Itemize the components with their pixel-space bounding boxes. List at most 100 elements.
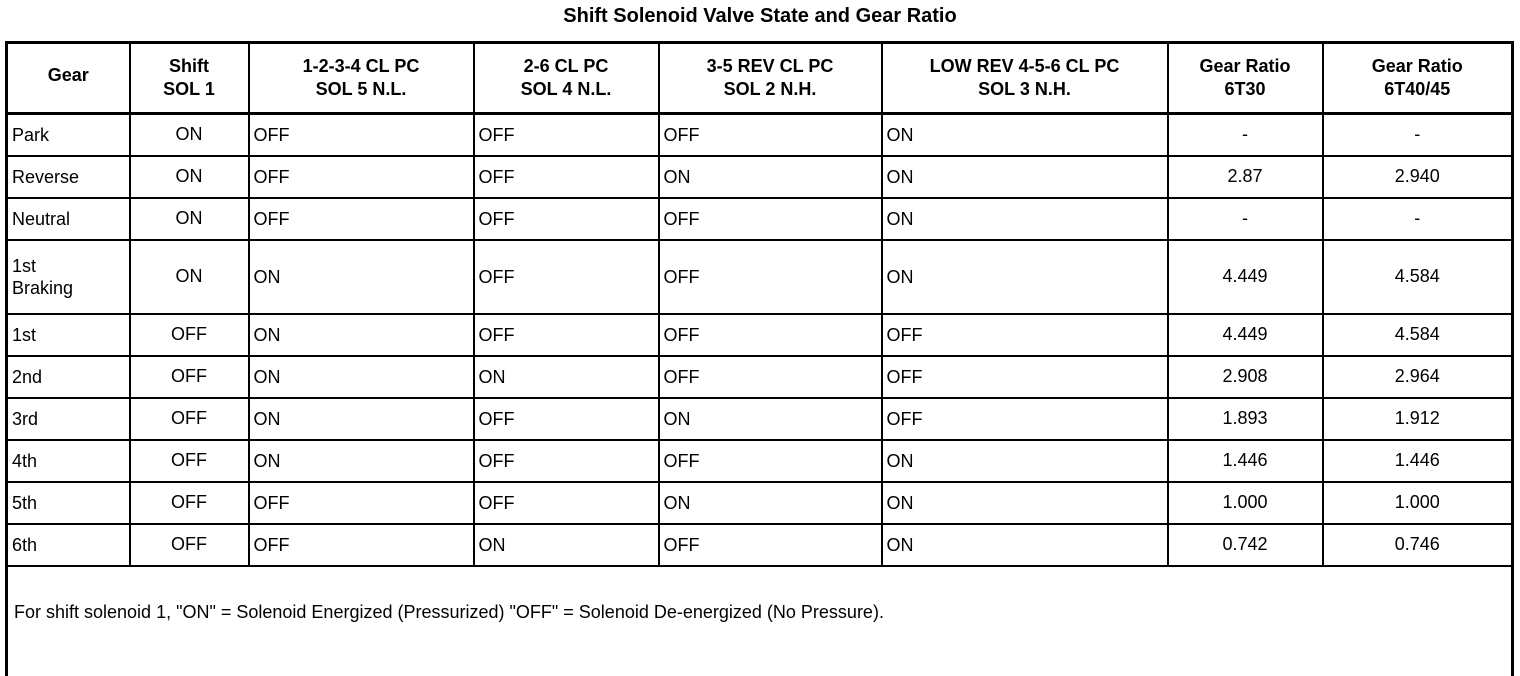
ratio-cell: - [1321,112,1514,157]
sol-state-cell: OFF [472,154,660,199]
solenoid-state-table: Gear Shift SOL 1 1-2-3-4 CL PC SOL 5 N.L… [5,41,1514,676]
ratio-cell: 1.912 [1321,396,1514,441]
sol-state-cell: OFF [657,354,883,399]
table-row-2nd: 2nd OFF ON ON OFF OFF 2.908 2.964 [5,354,1514,399]
sol-state-cell: ON [128,196,250,241]
sol-state-cell: ON [657,480,883,525]
ratio-cell: 1.446 [1321,438,1514,483]
sol-state-cell: ON [880,522,1169,567]
sol-state-cell: ON [128,112,250,157]
gear-cell: Reverse [5,154,131,199]
ratio-cell: - [1166,112,1324,157]
table-row-4th: 4th OFF ON OFF OFF ON 1.446 1.446 [5,438,1514,483]
table-row-reverse: Reverse ON OFF OFF ON ON 2.87 2.940 [5,154,1514,199]
gear-cell: 5th [5,480,131,525]
sol-state-cell: OFF [472,312,660,357]
table-row-6th: 6th OFF OFF ON OFF ON 0.742 0.746 [5,522,1514,567]
table-row-3rd: 3rd OFF ON OFF ON OFF 1.893 1.912 [5,396,1514,441]
table-notes-row: For shift solenoid 1, "ON" = Solenoid En… [5,564,1514,676]
sol-state-cell: ON [247,238,475,315]
table-row-neutral: Neutral ON OFF OFF OFF ON - - [5,196,1514,241]
sol-state-cell: OFF [472,196,660,241]
sol-state-cell: ON [472,522,660,567]
col-header-1234-cl-pc-sol5: 1-2-3-4 CL PC SOL 5 N.L. [247,41,475,115]
ratio-cell: 2.908 [1166,354,1324,399]
sol-state-cell: ON [880,238,1169,315]
gear-cell: 6th [5,522,131,567]
sol-state-cell: OFF [472,438,660,483]
ratio-cell: 4.584 [1321,238,1514,315]
sol-state-cell: OFF [128,522,250,567]
sol-state-cell: OFF [247,112,475,157]
sol-state-cell: ON [128,238,250,315]
gear-cell: Park [5,112,131,157]
sol-state-cell: ON [880,480,1169,525]
table-notes-cell: For shift solenoid 1, "ON" = Solenoid En… [5,564,1514,676]
gear-cell: 1st [5,312,131,357]
sol-state-cell: ON [247,438,475,483]
col-header-gear-ratio-6t30: Gear Ratio 6T30 [1166,41,1324,115]
sol-state-cell: OFF [128,312,250,357]
ratio-cell: 1.000 [1321,480,1514,525]
sol-state-cell: OFF [472,112,660,157]
col-header-gear: Gear [5,41,131,115]
col-header-26-cl-pc-sol4: 2-6 CL PC SOL 4 N.L. [472,41,660,115]
col-header-gear-ratio-6t40-45: Gear Ratio 6T40/45 [1321,41,1514,115]
ratio-cell: 4.584 [1321,312,1514,357]
sol-state-cell: ON [880,438,1169,483]
sol-state-cell: OFF [128,396,250,441]
sol-state-cell: OFF [657,438,883,483]
col-header-shift-sol1: Shift SOL 1 [128,41,250,115]
ratio-cell: 2.964 [1321,354,1514,399]
gear-cell: 4th [5,438,131,483]
sol-state-cell: OFF [128,480,250,525]
table-row-1st: 1st OFF ON OFF OFF OFF 4.449 4.584 [5,312,1514,357]
sol-state-cell: ON [657,396,883,441]
sol-state-cell: OFF [657,522,883,567]
gear-cell: 2nd [5,354,131,399]
col-header-35-rev-cl-pc-sol2: 3-5 REV CL PC SOL 2 N.H. [657,41,883,115]
ratio-cell: 0.742 [1166,522,1324,567]
ratio-cell: 2.940 [1321,154,1514,199]
ratio-cell: - [1321,196,1514,241]
sol-state-cell: OFF [657,112,883,157]
sol-state-cell: OFF [128,438,250,483]
ratio-cell: 1.446 [1166,438,1324,483]
sol-state-cell: OFF [657,238,883,315]
gear-cell: 1st Braking [5,238,131,315]
table-row-1st-braking: 1st Braking ON ON OFF OFF ON 4.449 4.584 [5,238,1514,315]
sol-state-cell: ON [247,396,475,441]
sol-state-cell: OFF [657,196,883,241]
ratio-cell: 4.449 [1166,238,1324,315]
sol-state-cell: OFF [472,480,660,525]
ratio-cell: 2.87 [1166,154,1324,199]
ratio-cell: 4.449 [1166,312,1324,357]
ratio-cell: 0.746 [1321,522,1514,567]
col-header-low-rev-456-cl-pc-sol3: LOW REV 4-5-6 CL PC SOL 3 N.H. [880,41,1169,115]
sol-state-cell: OFF [247,196,475,241]
ratio-cell: 1.893 [1166,396,1324,441]
sol-state-cell: ON [657,154,883,199]
sol-state-cell: ON [247,312,475,357]
table-row-park: Park ON OFF OFF OFF ON - - [5,112,1514,157]
note-shift-solenoid: For shift solenoid 1, "ON" = Solenoid En… [14,601,884,622]
sol-state-cell: OFF [247,480,475,525]
ratio-cell: 1.000 [1166,480,1324,525]
sol-state-cell: ON [880,196,1169,241]
sol-state-cell: ON [880,154,1169,199]
page-title: Shift Solenoid Valve State and Gear Rati… [563,5,957,27]
sol-state-cell: OFF [657,312,883,357]
sol-state-cell: OFF [472,238,660,315]
sol-state-cell: OFF [880,312,1169,357]
sol-state-cell: OFF [128,354,250,399]
sol-state-cell: OFF [472,396,660,441]
sol-state-cell: ON [247,354,475,399]
sol-state-cell: OFF [880,396,1169,441]
sol-state-cell: OFF [247,522,475,567]
gear-cell: Neutral [5,196,131,241]
sol-state-cell: ON [472,354,660,399]
gear-cell: 3rd [5,396,131,441]
ratio-cell: - [1166,196,1324,241]
sol-state-cell: ON [880,112,1169,157]
table-row-5th: 5th OFF OFF OFF ON ON 1.000 1.000 [5,480,1514,525]
